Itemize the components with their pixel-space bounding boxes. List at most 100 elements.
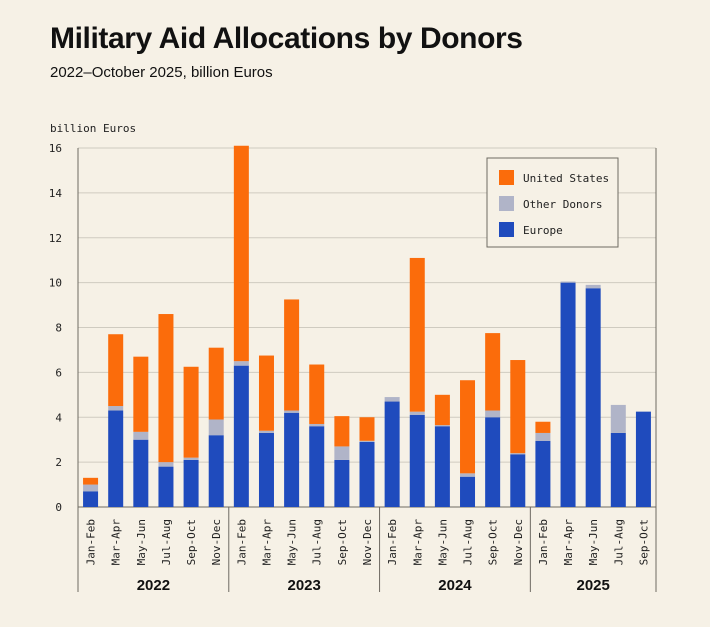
x-tick-label: Nov-Dec [210, 519, 223, 565]
bar-other-donors [284, 410, 300, 413]
bar-other-donors [585, 284, 601, 289]
bar-other-donors [233, 361, 249, 366]
x-tick-label: May-Jun [286, 519, 299, 565]
bar-united-states [510, 360, 526, 454]
x-tick-label: May-Jun [587, 519, 600, 565]
bar-other-donors [334, 446, 350, 460]
bar-europe [585, 288, 601, 507]
group-label-2024: 2024 [438, 577, 472, 594]
bar-europe [108, 410, 124, 507]
bar-other-donors [460, 473, 476, 477]
bar-europe [183, 459, 199, 507]
legend-swatch [499, 222, 514, 237]
y-tick-label: 14 [49, 187, 63, 200]
bar-united-states [83, 477, 99, 485]
y-tick-label: 2 [55, 456, 62, 469]
bar-europe [510, 454, 526, 507]
bar-other-donors [560, 281, 576, 283]
x-tick-label: Sep-Oct [185, 519, 198, 565]
bar-other-donors [535, 432, 551, 441]
x-tick-label: Nov-Dec [361, 519, 374, 565]
bar-other-donors [309, 423, 325, 427]
bar-europe [158, 466, 174, 507]
bar-other-donors [434, 425, 450, 427]
y-tick-label: 8 [55, 322, 62, 335]
bar-europe [83, 491, 99, 507]
group-label-2023: 2023 [287, 577, 320, 594]
bar-europe [309, 426, 325, 507]
bar-united-states [334, 416, 350, 447]
x-tick-label: Jan-Feb [235, 519, 248, 565]
x-tick-label: Jul-Aug [160, 519, 173, 565]
bar-europe [610, 432, 626, 507]
x-tick-label: Jul-Aug [462, 519, 475, 565]
bar-europe [133, 439, 149, 507]
bar-united-states [183, 366, 199, 458]
x-tick-label: Jan-Feb [85, 519, 98, 565]
bar-other-donors [359, 440, 375, 442]
bar-europe [284, 412, 300, 507]
bar-united-states [535, 421, 551, 433]
x-tick-label: Mar-Apr [562, 519, 575, 566]
x-tick-label: Sep-Oct [487, 519, 500, 565]
x-tick-label: Jul-Aug [311, 519, 324, 565]
bar-other-donors [108, 406, 124, 411]
y-axis-label: billion Euros [50, 122, 136, 135]
bar-other-donors [208, 419, 224, 436]
legend-swatch [499, 196, 514, 211]
legend-label: Europe [523, 224, 563, 237]
x-tick-label: Mar-Apr [260, 519, 273, 566]
bar-europe [208, 435, 224, 507]
bar-europe [560, 282, 576, 507]
bar-other-donors [610, 404, 626, 433]
group-label-2022: 2022 [137, 577, 170, 594]
bar-united-states [158, 314, 174, 463]
bar-europe [334, 459, 350, 507]
legend-swatch [499, 170, 514, 185]
x-tick-label: Jan-Feb [386, 519, 399, 565]
x-tick-label: Jan-Feb [537, 519, 550, 565]
bar-united-states [309, 364, 325, 424]
bar-europe [485, 417, 501, 507]
bar-other-donors [485, 410, 501, 418]
y-tick-label: 0 [55, 501, 62, 514]
bar-united-states [258, 355, 274, 431]
bar-europe [535, 440, 551, 507]
bar-other-donors [258, 430, 274, 433]
bar-united-states [233, 145, 249, 362]
y-tick-label: 10 [49, 277, 62, 290]
bar-europe [258, 432, 274, 507]
y-tick-label: 16 [49, 142, 62, 155]
x-tick-label: Mar-Apr [110, 519, 123, 566]
x-tick-label: May-Jun [135, 519, 148, 565]
y-tick-label: 12 [49, 232, 62, 245]
legend-label: United States [523, 172, 609, 185]
bar-other-donors [183, 457, 199, 460]
bar-other-donors [158, 462, 174, 467]
bar-united-states [133, 356, 149, 432]
bar-other-donors [384, 397, 400, 402]
bar-europe [434, 426, 450, 507]
bar-united-states [434, 394, 450, 426]
bar-europe [359, 441, 375, 507]
legend-label: Other Donors [523, 198, 602, 211]
bar-united-states [460, 380, 476, 474]
bar-united-states [208, 347, 224, 420]
x-tick-label: Sep-Oct [637, 519, 650, 565]
chart-title: Military Aid Allocations by Donors [50, 22, 523, 55]
group-label-2025: 2025 [576, 577, 609, 594]
bar-europe [460, 476, 476, 507]
y-tick-label: 6 [55, 366, 62, 379]
bar-other-donors [510, 453, 526, 455]
bar-europe [233, 365, 249, 507]
chart-subtitle: 2022–October 2025, billion Euros [50, 64, 273, 81]
bar-united-states [284, 299, 300, 411]
y-tick-label: 4 [55, 411, 62, 424]
x-tick-label: Jul-Aug [612, 519, 625, 565]
x-tick-label: Sep-Oct [336, 519, 349, 565]
bar-other-donors [83, 484, 99, 492]
bar-other-donors [409, 411, 425, 416]
bar-europe [384, 401, 400, 507]
x-tick-label: May-Jun [436, 519, 449, 565]
